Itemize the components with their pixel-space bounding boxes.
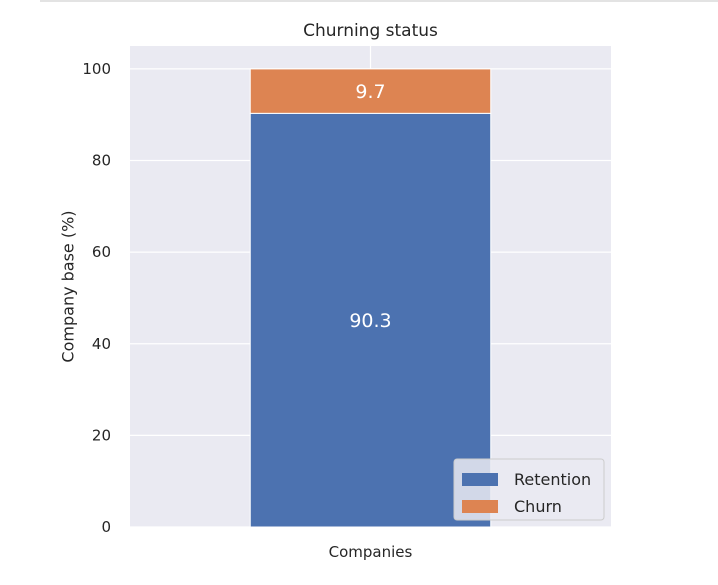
- legend-label: Retention: [514, 470, 591, 489]
- cell-top-border: [40, 0, 718, 2]
- legend: Retention Churn: [453, 458, 605, 521]
- y-tick-label: 60: [92, 243, 111, 261]
- y-tick-labels: 0 20 40 60 80 100: [82, 60, 111, 536]
- chart-title: Churning status: [303, 21, 438, 41]
- bar-data-label: 9.7: [355, 81, 385, 103]
- legend-label: Churn: [514, 497, 562, 516]
- y-tick-label: 40: [92, 335, 111, 353]
- y-tick-label: 80: [92, 152, 111, 170]
- y-tick-label: 100: [82, 60, 111, 78]
- y-tick-label: 20: [92, 426, 111, 444]
- x-tick-labels: Companies: [329, 543, 413, 561]
- legend-swatch: [462, 500, 498, 513]
- bar-segment-churn: [249, 68, 492, 114]
- legend-swatch: [462, 473, 498, 486]
- bars: 90.3 9.7: [249, 68, 492, 528]
- bar-data-label: 90.3: [349, 310, 391, 332]
- x-tick-label: Companies: [329, 543, 413, 561]
- y-axis-label: Company base (%): [59, 210, 78, 362]
- bar-segment-retention: [249, 112, 492, 528]
- y-tick-label: 0: [101, 518, 111, 536]
